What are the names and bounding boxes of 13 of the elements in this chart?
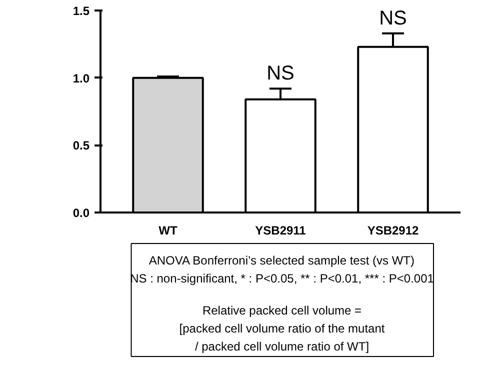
text: [packed cell volume ratio of the mutant [179,322,386,336]
y-tick-label: 0.5 [72,138,90,153]
y-tick-label: 0.0 [72,206,90,220]
y-tick-label: 1.0 [72,71,90,86]
x-tick-label: YSB2911 [255,224,306,238]
x-tick-label: YSB2912 [367,224,420,238]
annotation: NS [266,62,294,85]
text: / packed cell volume ratio of WT] [194,340,370,354]
annotation: NS [379,7,407,30]
text: Relative packed cell volume = [202,304,362,318]
text: ANOVA Bonferroni’s selected sample test (vs WT) [148,254,414,268]
y-tick-label: 1.5 [72,4,90,18]
x-tick-label: WT [158,224,178,238]
